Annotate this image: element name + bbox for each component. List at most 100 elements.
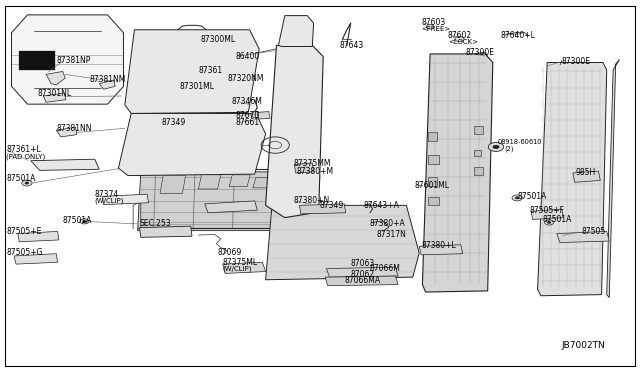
Text: 87066MA: 87066MA: [344, 276, 380, 285]
Text: 86400: 86400: [236, 52, 260, 61]
Text: (2): (2): [504, 145, 514, 152]
Text: 87505: 87505: [581, 227, 605, 236]
Text: 87505+E: 87505+E: [6, 227, 42, 236]
Text: 87501A: 87501A: [517, 192, 547, 201]
Polygon shape: [125, 30, 259, 113]
Text: 87300E: 87300E: [466, 48, 495, 57]
Polygon shape: [229, 175, 250, 187]
Circle shape: [545, 220, 554, 225]
Text: 87505+F: 87505+F: [530, 206, 565, 215]
Polygon shape: [205, 201, 257, 213]
Polygon shape: [422, 54, 493, 292]
Text: 87374: 87374: [95, 190, 119, 199]
Polygon shape: [294, 163, 314, 173]
Text: 87349: 87349: [320, 201, 344, 210]
Polygon shape: [573, 171, 600, 182]
Polygon shape: [607, 60, 620, 298]
Text: SEC.253: SEC.253: [140, 219, 171, 228]
Text: 87069: 87069: [218, 248, 242, 257]
Text: 87317N: 87317N: [376, 230, 406, 239]
Text: 87501A: 87501A: [63, 216, 92, 225]
Polygon shape: [99, 80, 115, 89]
Text: (W/CLIP): (W/CLIP): [95, 198, 124, 204]
Polygon shape: [140, 226, 192, 237]
Polygon shape: [198, 175, 221, 189]
Polygon shape: [474, 150, 481, 156]
Circle shape: [426, 25, 434, 29]
Polygon shape: [326, 267, 398, 277]
Polygon shape: [44, 93, 66, 102]
Polygon shape: [257, 112, 270, 119]
Circle shape: [512, 195, 522, 201]
Polygon shape: [474, 126, 483, 134]
Text: 87501A: 87501A: [6, 174, 36, 183]
Circle shape: [515, 197, 519, 199]
Text: 87380+L: 87380+L: [421, 241, 456, 250]
Polygon shape: [160, 176, 186, 193]
Text: 87670: 87670: [236, 111, 260, 120]
Text: 87381NP: 87381NP: [56, 56, 91, 65]
Polygon shape: [14, 254, 58, 264]
Polygon shape: [531, 209, 563, 219]
Text: JB7002TN: JB7002TN: [562, 341, 605, 350]
Circle shape: [251, 112, 261, 118]
Text: 87643+A: 87643+A: [364, 201, 399, 210]
Text: (W/CLIP): (W/CLIP): [223, 265, 252, 272]
Polygon shape: [118, 113, 266, 176]
Text: 87301ML: 87301ML: [179, 82, 214, 91]
Text: 87381NM: 87381NM: [90, 75, 126, 84]
Text: 87380+N: 87380+N: [293, 196, 330, 205]
Polygon shape: [46, 71, 65, 85]
Polygon shape: [266, 45, 323, 218]
Text: 87361+L: 87361+L: [6, 145, 41, 154]
Polygon shape: [557, 231, 609, 243]
Polygon shape: [253, 177, 272, 188]
Polygon shape: [18, 231, 59, 242]
Text: 87603: 87603: [421, 18, 445, 27]
Text: 87375MM: 87375MM: [293, 159, 331, 168]
Text: 87300ML: 87300ML: [200, 35, 235, 44]
Text: 87301NL: 87301NL: [37, 89, 71, 98]
Text: 87361: 87361: [198, 66, 223, 75]
Polygon shape: [31, 159, 99, 170]
Polygon shape: [428, 177, 437, 186]
Circle shape: [83, 220, 86, 222]
Circle shape: [493, 145, 499, 149]
Polygon shape: [428, 132, 437, 141]
Polygon shape: [12, 15, 124, 104]
Circle shape: [22, 180, 32, 186]
Text: 87380+A: 87380+A: [370, 219, 406, 228]
Circle shape: [488, 142, 504, 151]
Polygon shape: [538, 62, 607, 296]
Circle shape: [80, 219, 89, 224]
Polygon shape: [56, 127, 77, 137]
Text: (PAD ONLY): (PAD ONLY): [6, 154, 45, 160]
Polygon shape: [102, 194, 148, 205]
Text: 87381NN: 87381NN: [56, 124, 92, 133]
Polygon shape: [419, 245, 463, 255]
Text: 985H: 985H: [576, 169, 596, 177]
Text: 87320NM: 87320NM: [227, 74, 264, 83]
Text: <LOCK>: <LOCK>: [448, 39, 478, 45]
Text: 87505+G: 87505+G: [6, 248, 43, 257]
Polygon shape: [278, 16, 314, 46]
Text: 87640+L: 87640+L: [500, 31, 535, 40]
Polygon shape: [428, 155, 439, 164]
Circle shape: [547, 221, 551, 224]
Text: 87063: 87063: [351, 259, 375, 268]
Text: 87062: 87062: [351, 270, 375, 279]
Text: 87349: 87349: [162, 118, 186, 127]
Circle shape: [455, 36, 464, 42]
Text: 87375ML: 87375ML: [223, 258, 258, 267]
Text: 08918-60610: 08918-60610: [498, 139, 543, 145]
Text: 87661: 87661: [236, 118, 260, 127]
Polygon shape: [474, 167, 483, 175]
Text: 87643: 87643: [339, 41, 364, 50]
Text: 87501A: 87501A: [543, 215, 572, 224]
Text: 87601ML: 87601ML: [415, 181, 450, 190]
Text: <FREE>: <FREE>: [421, 26, 451, 32]
Polygon shape: [266, 205, 419, 280]
Text: 87602: 87602: [448, 31, 472, 40]
Polygon shape: [223, 262, 266, 273]
Polygon shape: [138, 172, 294, 231]
